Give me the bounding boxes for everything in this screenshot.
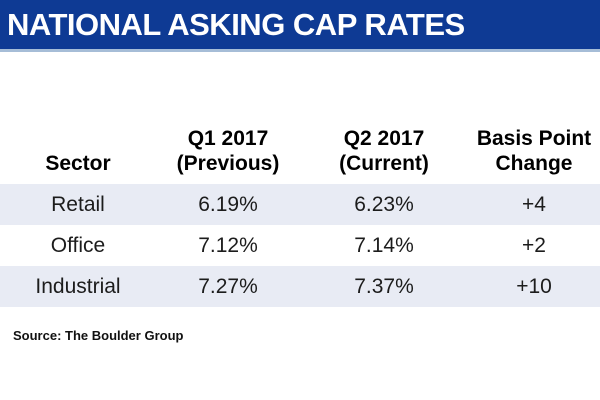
table-row-office: Office 7.12% 7.14% +2 <box>0 225 600 266</box>
cell-retail-bp-change: +4 <box>522 192 546 216</box>
cell-retail-q2: 6.23% <box>354 192 414 216</box>
table-header-row: Sector Q1 2017 (Previous) Q2 2017 (Curre… <box>0 60 600 184</box>
cell-office-bp-change: +2 <box>522 233 546 257</box>
col-header-sector: Sector <box>45 152 111 175</box>
source-attribution: Source: The Boulder Group <box>13 328 184 343</box>
cell-office-sector: Office <box>50 233 106 257</box>
page-title: NATIONAL ASKING CAP RATES <box>7 6 465 42</box>
table-row-retail: Retail 6.19% 6.23% +4 <box>0 184 600 225</box>
col-header-q2-2017-current: Q2 2017 (Current) <box>339 127 429 175</box>
cell-office-q2: 7.14% <box>354 233 414 257</box>
cell-office-q1: 7.12% <box>198 233 258 257</box>
cell-industrial-bp-change: +10 <box>516 274 552 298</box>
cell-industrial-q2: 7.37% <box>354 274 414 298</box>
title-banner: NATIONAL ASKING CAP RATES <box>0 0 600 52</box>
col-header-q1-2017-previous: Q1 2017 (Previous) <box>176 127 280 175</box>
table-row-industrial: Industrial 7.27% 7.37% +10 <box>0 266 600 307</box>
table-body: Retail 6.19% 6.23% +4 Office 7.12% 7.14%… <box>0 184 600 307</box>
cell-industrial-sector: Industrial <box>35 274 121 298</box>
cell-retail-q1: 6.19% <box>198 192 258 216</box>
cell-industrial-q1: 7.27% <box>198 274 258 298</box>
table-header: Sector Q1 2017 (Previous) Q2 2017 (Curre… <box>0 60 600 184</box>
cell-retail-sector: Retail <box>51 192 105 216</box>
cap-rates-table: Sector Q1 2017 (Previous) Q2 2017 (Curre… <box>0 60 600 307</box>
col-header-basis-point-change: Basis Point Change <box>476 127 592 175</box>
